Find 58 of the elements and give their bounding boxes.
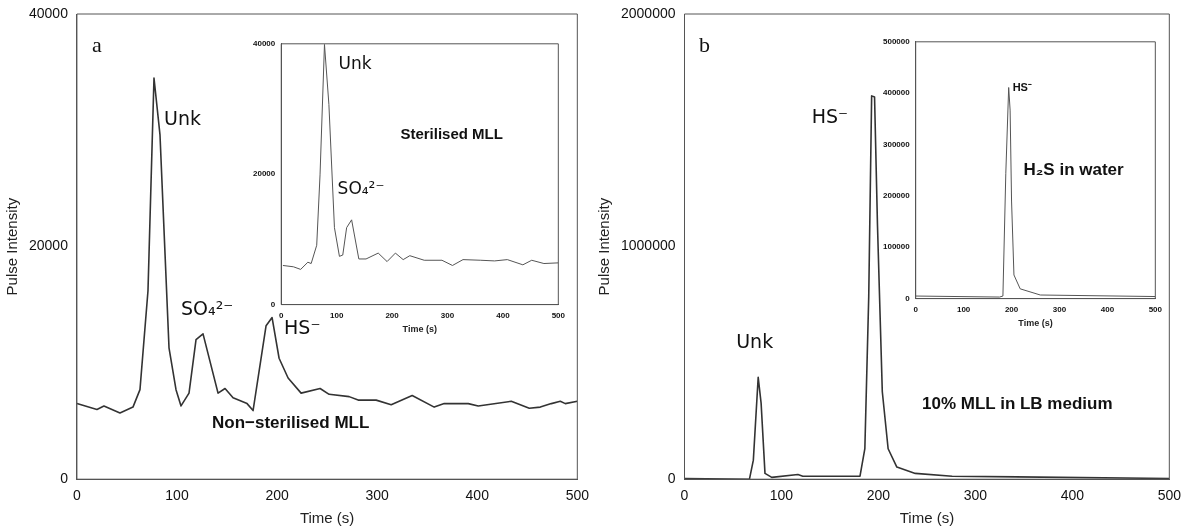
annotation: Unk [736,330,774,353]
x-tick-label: 400 [1100,304,1115,314]
x-axis-title: Time (s) [299,509,355,527]
annotation: Non−sterilised MLL [212,413,370,433]
x-axis-title: Time (s) [899,509,955,527]
y-tick-label: 100000 [882,242,911,252]
x-tick-label: 100 [329,310,344,320]
y-tick-label: 40000 [253,39,276,48]
y-tick-label: 0 [60,470,69,487]
y-tick-label: 200000 [882,191,911,201]
x-tick-label: 100 [769,487,794,504]
x-tick-label: 300 [1052,304,1067,314]
x-tick-label: 300 [440,310,455,320]
y-tick-label: 500000 [882,37,911,46]
x-tick-label: 300 [963,487,988,504]
annotation: H₂S in water [1023,159,1125,179]
annotation: SO₄²⁻ [337,178,385,199]
x-tick-label: 0 [913,304,919,314]
x-tick-label: 0 [680,487,689,504]
x-tick-label: 200 [1004,304,1019,314]
y-tick-label: 0 [905,293,911,303]
x-tick-label: 500 [565,487,590,504]
x-tick-label: 0 [73,487,82,504]
annotation: HS⁻ [284,316,321,339]
x-tick-label: 400 [465,487,490,504]
x-tick-label: 100 [165,487,189,504]
annotation: SO₄²⁻ [181,296,234,319]
y-tick-label: 40000 [28,4,69,21]
x-axis-title: Time (s) [1018,318,1053,329]
y-tick-label: 0 [667,470,676,487]
annotation: b [699,32,711,58]
x-tick-label: 500 [1157,487,1182,504]
x-tick-label: 200 [866,487,891,504]
y-tick-label: 20000 [28,237,69,254]
x-tick-label: 400 [1060,487,1085,504]
y-axis-title: Pulse Intensity [3,197,21,296]
y-tick-label: 300000 [882,139,911,149]
annotation: 10% MLL in LB medium [922,394,1113,414]
annotation: HS⁻ [811,104,849,127]
annotation: HS⁻ [1012,80,1032,93]
x-tick-label: 100 [956,304,971,314]
y-tick-label: 400000 [882,88,911,98]
x-tick-label: 300 [365,487,390,504]
x-axis-title: Time (s) [402,324,437,335]
x-tick-label: 0 [279,310,285,320]
x-tick-label: 500 [551,310,566,320]
x-tick-label: 200 [265,487,289,504]
y-tick-label: 2000000 [620,4,676,21]
x-tick-label: 500 [1148,304,1163,314]
x-tick-label: 400 [496,310,511,320]
annotation: a [91,32,102,58]
annotation: Unk [338,52,372,73]
y-tick-label: 20000 [253,169,276,179]
x-tick-label: 200 [385,310,400,320]
y-tick-label: 1000000 [620,237,676,254]
annotation: Unk [163,106,201,129]
y-axis-title: Pulse Intensity [595,197,613,296]
annotation: Sterilised MLL [400,125,503,143]
